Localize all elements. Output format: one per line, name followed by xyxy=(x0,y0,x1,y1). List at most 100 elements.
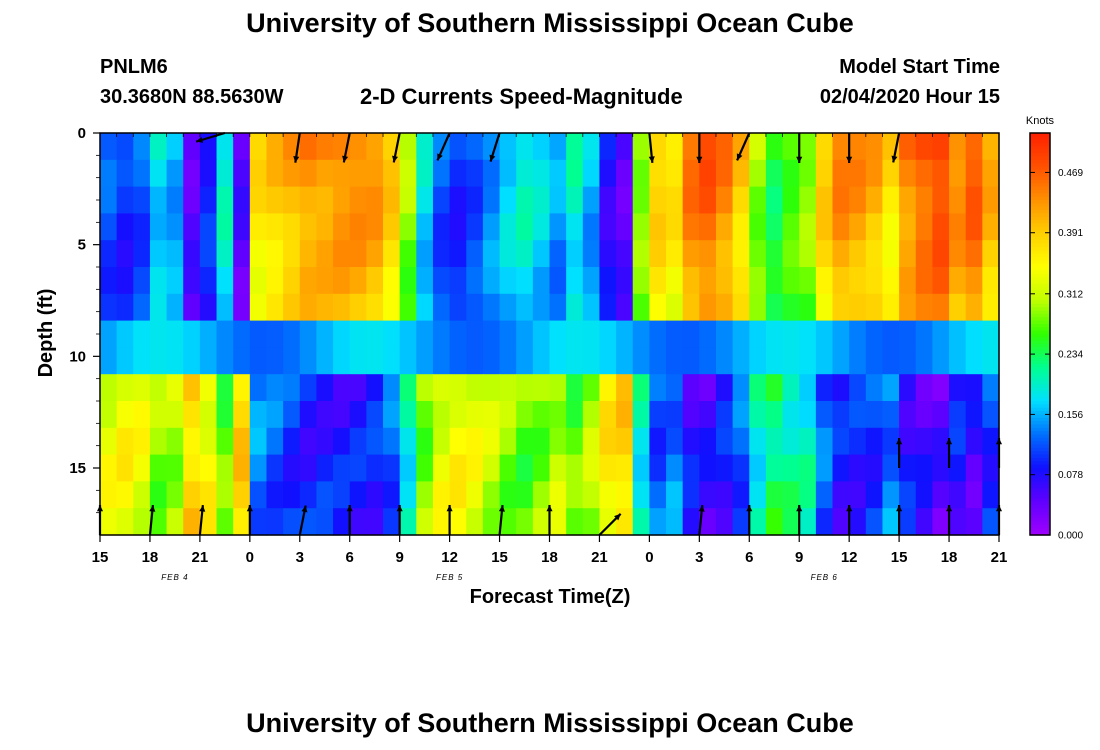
colorbar-step xyxy=(1030,478,1050,482)
heatmap-cell xyxy=(982,508,1000,536)
heatmap-cell xyxy=(899,401,917,429)
x-tick-label: 0 xyxy=(645,549,653,566)
heatmap-cell xyxy=(582,159,601,188)
heatmap-cell xyxy=(932,240,950,268)
heatmap-cell xyxy=(100,401,118,429)
heatmap-cell xyxy=(582,293,601,322)
y-tick-label: 15 xyxy=(69,460,86,477)
heatmap-cell xyxy=(582,213,601,241)
colorbar-step xyxy=(1030,189,1050,194)
heatmap-cell xyxy=(982,213,1000,241)
heatmap-cell xyxy=(765,213,784,241)
x-tick-label: 0 xyxy=(246,549,254,566)
heatmap-cell xyxy=(582,133,601,161)
heatmap-cell xyxy=(682,347,700,375)
heatmap-cell xyxy=(532,427,551,456)
heatmap-cell xyxy=(482,481,501,509)
heatmap-cell xyxy=(216,374,234,402)
heatmap-cell xyxy=(499,240,517,268)
heatmap-cell xyxy=(466,240,484,268)
heatmap-cell xyxy=(399,267,417,295)
heatmap-cell xyxy=(349,454,367,482)
heatmap-cell xyxy=(599,481,617,509)
heatmap-cell xyxy=(549,454,567,482)
heatmap-cell xyxy=(799,159,817,188)
heatmap-cell xyxy=(782,454,800,482)
heatmap-cell xyxy=(682,454,700,482)
heatmap-cell xyxy=(432,293,451,322)
heatmap-cell xyxy=(566,481,584,509)
heatmap-cell xyxy=(965,159,983,188)
heatmap-cell xyxy=(815,508,834,536)
heatmap-cell xyxy=(815,401,834,429)
heatmap-cell xyxy=(366,267,384,295)
heatmap-cell xyxy=(299,454,318,482)
heatmap-cell xyxy=(383,293,401,322)
colorbar-step xyxy=(1030,491,1050,496)
colorbar-step xyxy=(1030,133,1050,137)
heatmap-cell xyxy=(482,159,501,188)
heatmap-cell xyxy=(249,159,268,188)
heatmap-cell xyxy=(965,293,983,322)
colorbar-step xyxy=(1030,153,1050,158)
heatmap-cell xyxy=(133,267,151,295)
colorbar-step xyxy=(1030,501,1050,506)
heatmap-cell xyxy=(699,427,717,456)
colorbar-step xyxy=(1030,464,1050,469)
heatmap-cell xyxy=(865,267,884,295)
current-vector-head xyxy=(736,153,743,161)
colorbar-step xyxy=(1030,468,1050,472)
heatmap-cell xyxy=(349,427,367,456)
heatmap-cell xyxy=(799,347,817,375)
heatmap-cell xyxy=(233,267,251,295)
heatmap-cell xyxy=(965,347,983,375)
heatmap-cell xyxy=(616,374,634,402)
heatmap-cell xyxy=(482,133,501,161)
heatmap-cell xyxy=(782,293,800,322)
heatmap-cell xyxy=(516,508,534,536)
heatmap-cell xyxy=(599,508,617,536)
heatmap-cell xyxy=(133,293,151,322)
x-tick-label: 18 xyxy=(541,549,558,566)
heatmap-cell xyxy=(915,320,934,348)
heatmap-cell xyxy=(482,454,501,482)
colorbar-step xyxy=(1030,407,1050,412)
heatmap-cell xyxy=(116,401,134,429)
heatmap-cell xyxy=(865,374,884,402)
colorbar-step xyxy=(1030,494,1050,499)
heatmap-cell xyxy=(915,293,934,322)
heatmap-cell xyxy=(166,320,184,348)
heatmap-cell xyxy=(782,186,800,214)
current-vector-head xyxy=(199,505,206,512)
colorbar-tick-label: 0.078 xyxy=(1058,470,1083,481)
heatmap-cell xyxy=(616,347,634,375)
heatmap-cell xyxy=(233,508,251,536)
heatmap-cell xyxy=(133,320,151,348)
heatmap-cell xyxy=(183,267,201,295)
heatmap-cell xyxy=(399,133,417,161)
colorbar-step xyxy=(1030,143,1050,147)
heatmap-cell xyxy=(749,347,767,375)
colorbar-step xyxy=(1030,344,1050,348)
heatmap-cell xyxy=(815,213,834,241)
heatmap-cell xyxy=(832,267,850,295)
colorbar-step xyxy=(1030,357,1050,362)
heatmap-cell xyxy=(416,293,434,322)
heatmap-cell xyxy=(616,293,634,322)
footer-title: University of Southern Mississippi Ocean… xyxy=(246,708,854,738)
heatmap-cell xyxy=(183,159,201,188)
colorbar-step xyxy=(1030,451,1050,456)
heatmap-cell xyxy=(882,213,900,241)
heatmap-cell xyxy=(649,320,667,348)
heatmap-cell xyxy=(283,240,301,268)
heatmap-cell xyxy=(166,240,184,268)
heatmap-cell xyxy=(283,320,301,348)
heatmap-cell xyxy=(749,186,767,214)
heatmap-cell xyxy=(799,427,817,456)
heatmap-cell xyxy=(299,159,318,188)
heatmap-cell xyxy=(915,213,934,241)
heatmap-cell xyxy=(116,320,134,348)
heatmap-cell xyxy=(233,427,251,456)
heatmap-cell xyxy=(599,293,617,322)
colorbar-step xyxy=(1030,253,1050,258)
